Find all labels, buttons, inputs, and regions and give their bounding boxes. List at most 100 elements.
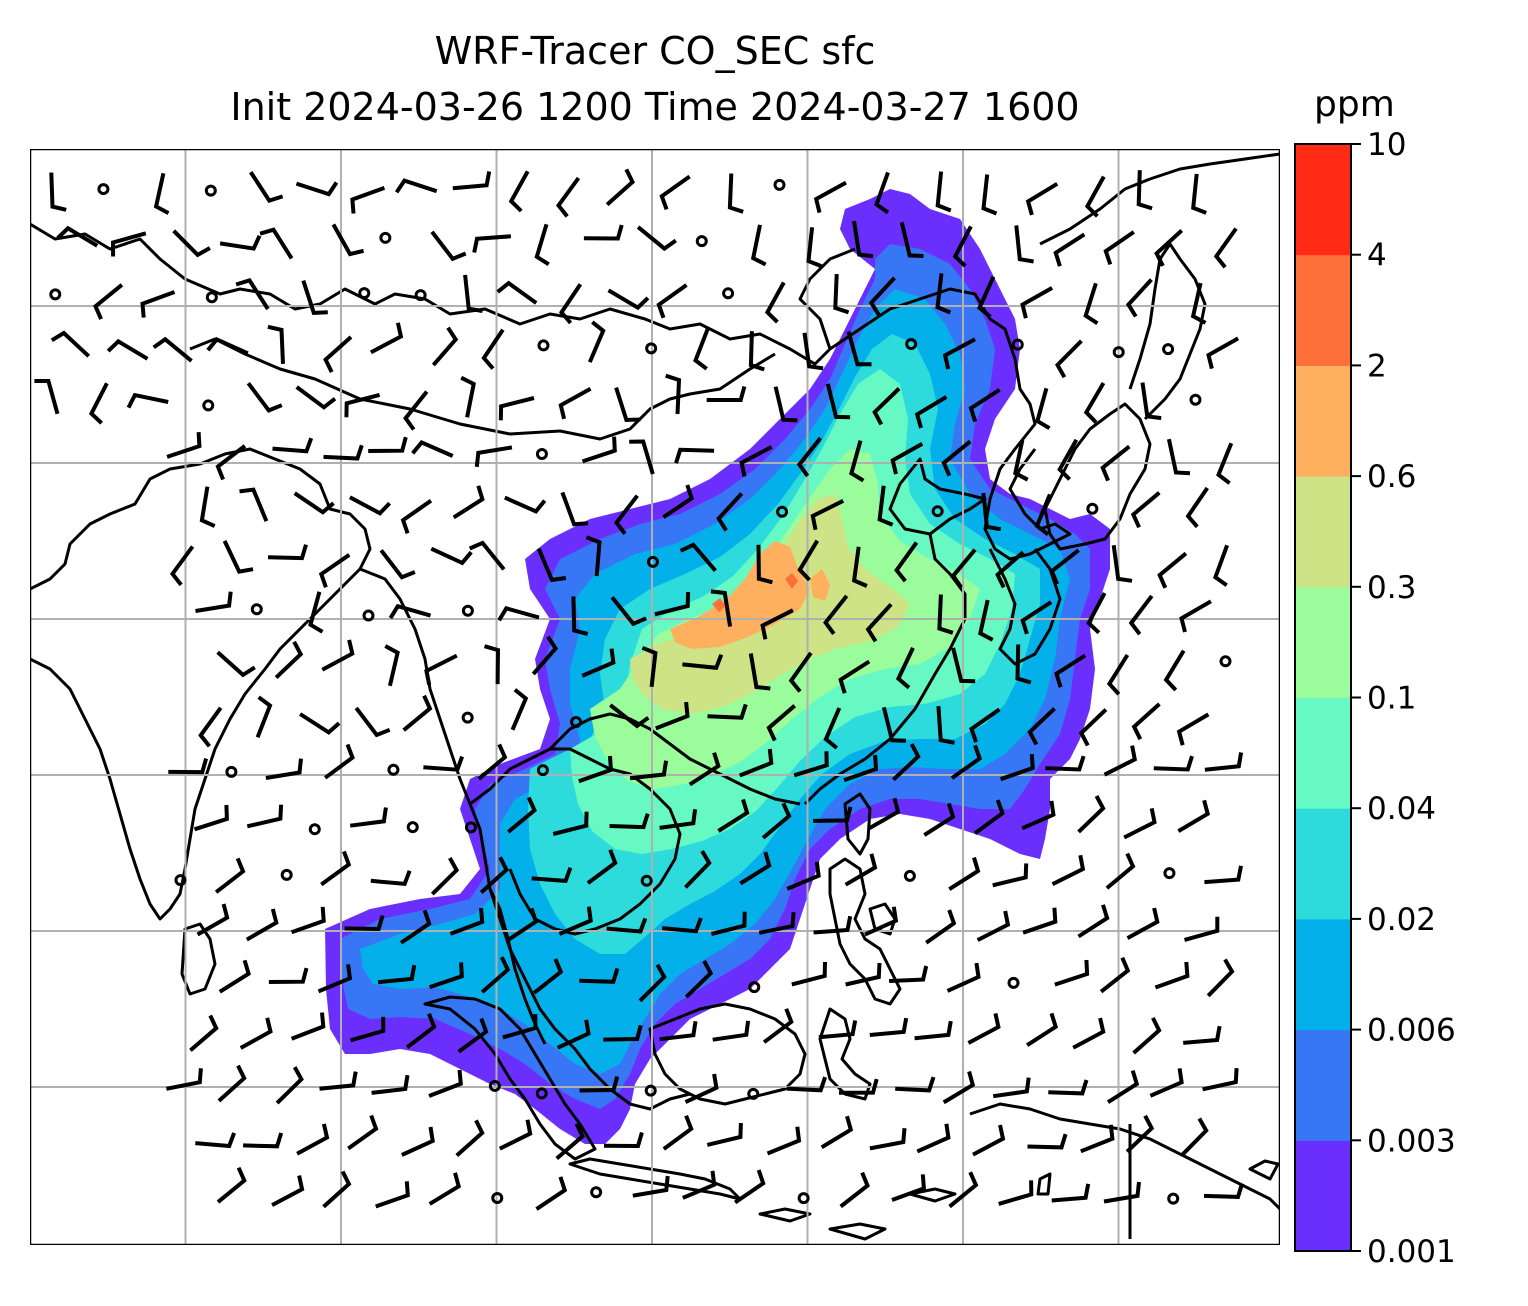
wind-calm-circle bbox=[358, 287, 371, 300]
wind-barb bbox=[891, 1174, 927, 1202]
wind-barb bbox=[235, 278, 270, 311]
wind-barb bbox=[274, 640, 304, 680]
wind-barb bbox=[941, 439, 972, 477]
wind-barb bbox=[216, 650, 256, 678]
wind-barb bbox=[552, 811, 589, 836]
wind-barb bbox=[867, 797, 901, 831]
wind-barb bbox=[468, 540, 506, 571]
wind-barb bbox=[654, 591, 691, 617]
wind-barb bbox=[1153, 755, 1194, 772]
wind-barb bbox=[246, 381, 283, 413]
wind-barb bbox=[981, 492, 1002, 532]
wind-barb bbox=[825, 383, 851, 420]
wind-barb bbox=[925, 909, 957, 945]
wind-barb bbox=[738, 748, 774, 778]
wind-barb bbox=[916, 1123, 951, 1154]
wind-barb bbox=[981, 174, 998, 216]
wind-barb bbox=[498, 1119, 533, 1151]
wind-barb bbox=[665, 373, 682, 415]
wind-barb bbox=[267, 324, 285, 364]
wind-calm-circle bbox=[905, 337, 918, 350]
wind-barb bbox=[881, 706, 907, 743]
wind-barb bbox=[354, 706, 391, 738]
wind-barb bbox=[1015, 644, 1032, 685]
wind-barb bbox=[479, 856, 509, 894]
wind-barb bbox=[193, 804, 229, 832]
wind-barb bbox=[344, 392, 381, 418]
wind-barb bbox=[865, 602, 893, 643]
wind-barb bbox=[764, 281, 786, 324]
wind-calm-circle bbox=[535, 447, 548, 460]
wind-barb bbox=[1027, 1133, 1068, 1150]
wind-barb bbox=[1204, 865, 1243, 885]
chart-title-line2: Init 2024-03-26 1200 Time 2024-03-27 160… bbox=[230, 85, 1080, 129]
wind-barb bbox=[166, 1068, 203, 1091]
wind-barb bbox=[320, 850, 352, 887]
wind-barbs bbox=[34, 168, 1245, 1211]
wind-barb bbox=[560, 491, 589, 527]
colorbar-band bbox=[1295, 1140, 1351, 1252]
wind-barb bbox=[976, 910, 1011, 942]
wind-barb bbox=[614, 386, 641, 423]
wind-barb bbox=[347, 1114, 379, 1151]
wind-barb bbox=[812, 806, 853, 823]
wind-barb bbox=[206, 336, 249, 356]
wind-barb bbox=[1034, 493, 1052, 536]
wind-barb bbox=[609, 703, 650, 729]
wind-barb bbox=[1021, 800, 1056, 831]
wind-calm-circle bbox=[362, 609, 375, 622]
wind-calm-circle bbox=[461, 711, 474, 724]
wind-barb bbox=[661, 917, 703, 934]
wind-barb bbox=[199, 486, 216, 528]
wind-calm-circle bbox=[536, 764, 549, 777]
wind-barb bbox=[1125, 1114, 1155, 1154]
wind-barb bbox=[655, 701, 690, 731]
wind-calm-circle bbox=[1219, 655, 1232, 668]
colorbar-band bbox=[1295, 254, 1351, 366]
wind-barb bbox=[587, 320, 606, 363]
wind-barb bbox=[605, 168, 635, 207]
wind-barb bbox=[463, 274, 483, 313]
wind-barb bbox=[581, 648, 616, 678]
wind-calm-circle bbox=[1011, 338, 1024, 351]
wind-barb bbox=[773, 386, 798, 423]
wind-barb bbox=[496, 280, 538, 305]
wind-barb bbox=[402, 694, 433, 732]
wind-barb bbox=[430, 857, 460, 896]
colorbar-tick-label: 0.02 bbox=[1367, 902, 1436, 938]
wind-barb bbox=[531, 635, 559, 676]
wind-barb bbox=[1128, 594, 1154, 636]
wind-barb bbox=[293, 491, 335, 515]
wind-barb bbox=[796, 436, 823, 478]
wind-barb bbox=[265, 758, 303, 780]
wind-calm-circle bbox=[1189, 393, 1202, 406]
wind-barb bbox=[707, 703, 748, 720]
wind-barb bbox=[388, 603, 432, 620]
wind-barb bbox=[106, 338, 149, 361]
wind-calm-circle bbox=[414, 289, 427, 302]
wind-barb bbox=[1083, 381, 1106, 424]
wind-barb bbox=[1083, 282, 1099, 325]
wind-calm-circle bbox=[1163, 867, 1176, 880]
wind-barb bbox=[498, 396, 535, 421]
wind-barb bbox=[295, 181, 339, 197]
wind-barb bbox=[1078, 708, 1108, 747]
wind-barb bbox=[1026, 1012, 1059, 1047]
wind-barb bbox=[377, 964, 417, 985]
wind-barb bbox=[301, 279, 328, 315]
wind-barb bbox=[1106, 1070, 1140, 1104]
wind-barb bbox=[1126, 907, 1160, 940]
wind-barb bbox=[638, 963, 667, 1003]
wind-barb bbox=[946, 962, 981, 993]
wind-barb bbox=[267, 544, 308, 561]
wind-barb bbox=[259, 227, 294, 260]
wind-barb bbox=[674, 447, 715, 464]
wind-barb bbox=[1055, 339, 1083, 379]
wind-calm-circle bbox=[645, 342, 658, 355]
wind-barb bbox=[823, 594, 849, 635]
wind-barb bbox=[967, 1012, 1001, 1045]
wind-calm-circle bbox=[537, 339, 550, 352]
wind-calm-circle bbox=[748, 981, 761, 994]
wind-barb bbox=[430, 230, 467, 262]
wind-barb bbox=[1130, 491, 1161, 529]
